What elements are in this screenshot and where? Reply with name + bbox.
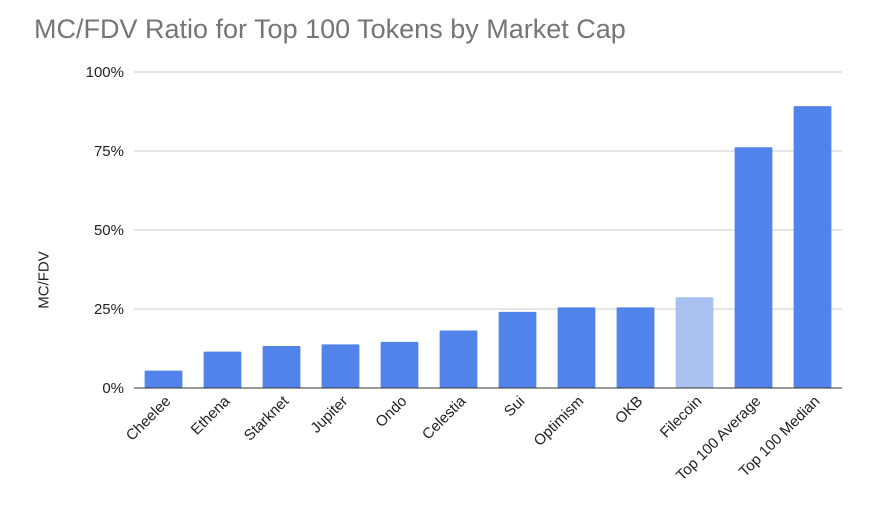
y-tick-label: 75% [94,143,124,160]
y-tick-labels: 0% 25% 50% 75% 100% [86,64,124,397]
x-tick-label: Ethena [188,392,234,438]
x-tick-label: Jupiter [307,393,351,437]
x-tick-labels: Cheelee Ethena Starknet Jupiter Ondo Celestia… [123,392,824,484]
bar [793,106,832,389]
bar [380,341,419,388]
bar [557,307,596,388]
x-tick-label: OKB [612,393,646,427]
x-tick-label: Sui [501,393,528,420]
x-tick-label: Optimism [531,393,588,450]
bar [675,297,714,388]
x-tick-label: Cheelee [123,393,175,445]
bar [262,345,301,388]
y-tick-label: 25% [94,301,124,318]
bar [321,344,360,388]
x-tick-label: Celestia [419,392,470,443]
chart-title: MC/FDV Ratio for Top 100 Tokens by Marke… [34,14,626,44]
gridlines [134,71,842,310]
bars [144,106,832,389]
x-tick-label: Filecoin [657,393,706,442]
x-tick-label: Starknet [241,392,293,444]
bar [734,147,773,388]
y-tick-label: 0% [102,380,124,397]
x-tick-label: Ondo [372,393,410,431]
y-tick-label: 100% [86,64,124,81]
bar [203,351,242,388]
bar [144,370,183,388]
bar [498,311,537,388]
y-tick-label: 50% [94,222,124,239]
bar [616,307,655,388]
bar [439,330,478,388]
